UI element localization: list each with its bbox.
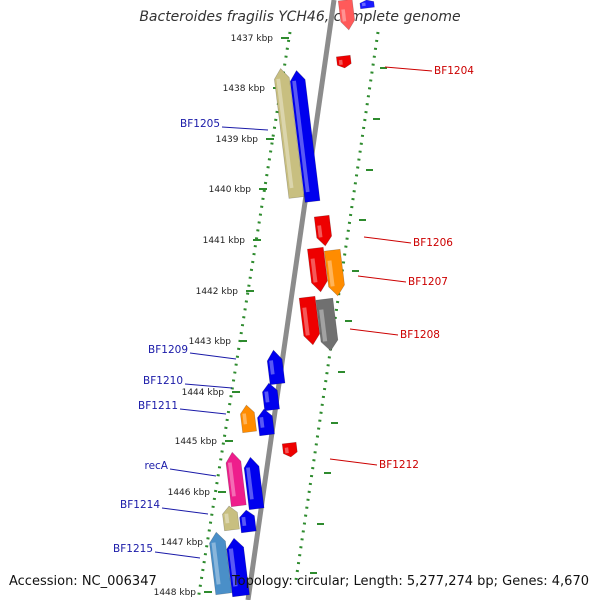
gene-feature-highlight [302,307,310,336]
gene-feature-highlight [269,360,275,375]
gene-label-leader [184,383,233,389]
accession-label: Accession: NC_006347 [9,574,157,589]
ruler-label: 1437 kbp [231,34,274,44]
gene-feature [266,349,286,386]
gene-label: BF1210 [143,375,183,387]
ruler-label: 1447 kbp [161,538,204,548]
gene-feature-highlight [284,447,289,454]
gene-feature-highlight [259,417,265,428]
gene-feature-highlight [242,413,248,425]
gene-feature [240,404,257,434]
gene-feature [274,67,305,199]
gene-feature-highlight [341,9,347,22]
gene-feature-highlight [227,462,236,497]
gene-label-leader [329,458,378,466]
gene-label-leader [169,468,217,477]
ruler-label: 1440 kbp [209,185,252,195]
gene-feature [359,0,375,10]
gene-feature [337,0,355,31]
gene-label-leader [154,551,201,559]
gene-label-leader [384,66,433,72]
gene-label: BF1209 [148,344,188,356]
gene-label-leader [189,352,237,360]
gene-feature [307,246,328,293]
gene-label: BF1212 [379,459,419,471]
gene-feature [313,214,332,247]
gene-feature-highlight [327,260,335,287]
gene-feature-highlight [228,548,238,587]
gene-label-leader [349,328,399,336]
gene-feature [257,408,275,437]
ruler-label: 1439 kbp [216,135,259,145]
ruler-label: 1445 kbp [175,437,218,447]
gene-feature-highlight [292,80,310,193]
ruler-label: 1438 kbp [223,84,266,94]
gene-label-leader [179,408,227,415]
gene-feature [243,456,265,511]
gene-feature [209,531,233,596]
ruler-label: 1442 kbp [196,287,239,297]
gene-feature [323,248,345,297]
gene-label: BF1204 [434,65,474,77]
gene-feature [222,505,240,532]
gene-feature [289,69,321,203]
gene-feature-highlight [211,542,221,585]
ruler-label: 1446 kbp [168,488,211,498]
gene-label: BF1205 [180,118,220,130]
gene-label: BF1208 [400,329,440,341]
gene-feature-highlight [338,59,343,65]
gene-feature-highlight [317,225,323,238]
gene-label-leader [363,236,412,244]
ruler-label: 1448 kbp [154,588,197,598]
gene-feature [226,537,250,598]
gene-feature [225,451,247,508]
genome-summary: Topology: circular; Length: 5,277,274 bp… [231,574,589,589]
gene-feature [298,295,320,346]
ruler-label: 1441 kbp [203,236,246,246]
ruler-label: 1444 kbp [182,388,225,398]
gene-feature-highlight [361,2,366,7]
gene-feature [281,441,298,458]
gene-label: BF1215 [113,543,153,555]
gene-feature-highlight [319,309,328,342]
gene-feature-highlight [276,78,294,189]
gene-feature [262,382,280,412]
gene-feature-highlight [264,391,270,403]
gene-label: recA [144,460,168,472]
gene-feature-highlight [310,258,318,283]
gene-label: BF1207 [408,276,448,288]
gene-feature [315,297,339,352]
ruler-label: 1443 kbp [189,337,232,347]
gene-label: BF1211 [138,400,178,412]
gene-label-leader [357,275,407,283]
gene-label-leader [161,507,209,515]
gene-feature-highlight [246,467,254,500]
gene-feature [335,54,352,69]
gene-label: BF1214 [120,499,160,511]
gene-label-leader [221,126,269,131]
map-title: Bacteroides fragilis YCH46, complete gen… [139,9,461,25]
gene-feature-highlight [224,513,230,524]
gene-feature-highlight [241,516,247,527]
gene-label: BF1206 [413,237,453,249]
gene-feature [239,509,257,534]
